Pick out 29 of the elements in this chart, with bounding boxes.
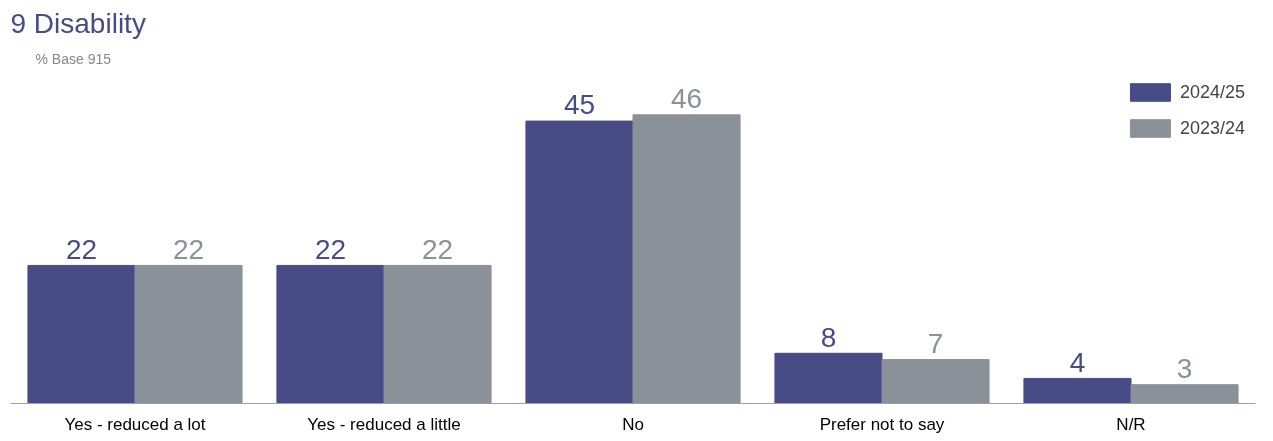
data-label: 8: [820, 321, 837, 353]
legend-label: 2024/25: [1179, 81, 1245, 103]
bar: [276, 264, 385, 404]
data-label: 7: [927, 327, 944, 359]
bar: [632, 114, 741, 404]
data-label: 3: [1176, 353, 1193, 385]
chart-title: 9 Disability: [10, 7, 146, 39]
data-label: 22: [314, 233, 347, 265]
legend-label: 2023/24: [1179, 117, 1245, 139]
data-label: 4: [1069, 346, 1086, 378]
data-label: 46: [670, 83, 703, 115]
chart-subtitle: % Base 915: [35, 50, 112, 67]
x-tick-label: Prefer not to say: [819, 414, 945, 434]
data-label: 22: [172, 233, 205, 265]
bar: [134, 264, 243, 404]
x-tick-label: Yes - reduced a little: [307, 414, 461, 434]
bar: [881, 359, 990, 404]
x-tick-label: Yes - reduced a lot: [64, 414, 206, 434]
x-tick-label: No: [622, 414, 644, 434]
bar: [27, 264, 136, 404]
data-label: 22: [65, 233, 98, 265]
bar: [774, 352, 883, 404]
bar: [525, 120, 634, 404]
data-label: 45: [563, 89, 596, 121]
bar: [1130, 384, 1239, 404]
data-label: 22: [421, 233, 454, 265]
x-tick-label: N/R: [1116, 414, 1146, 434]
bar: [383, 264, 492, 404]
bar: [1023, 377, 1132, 404]
